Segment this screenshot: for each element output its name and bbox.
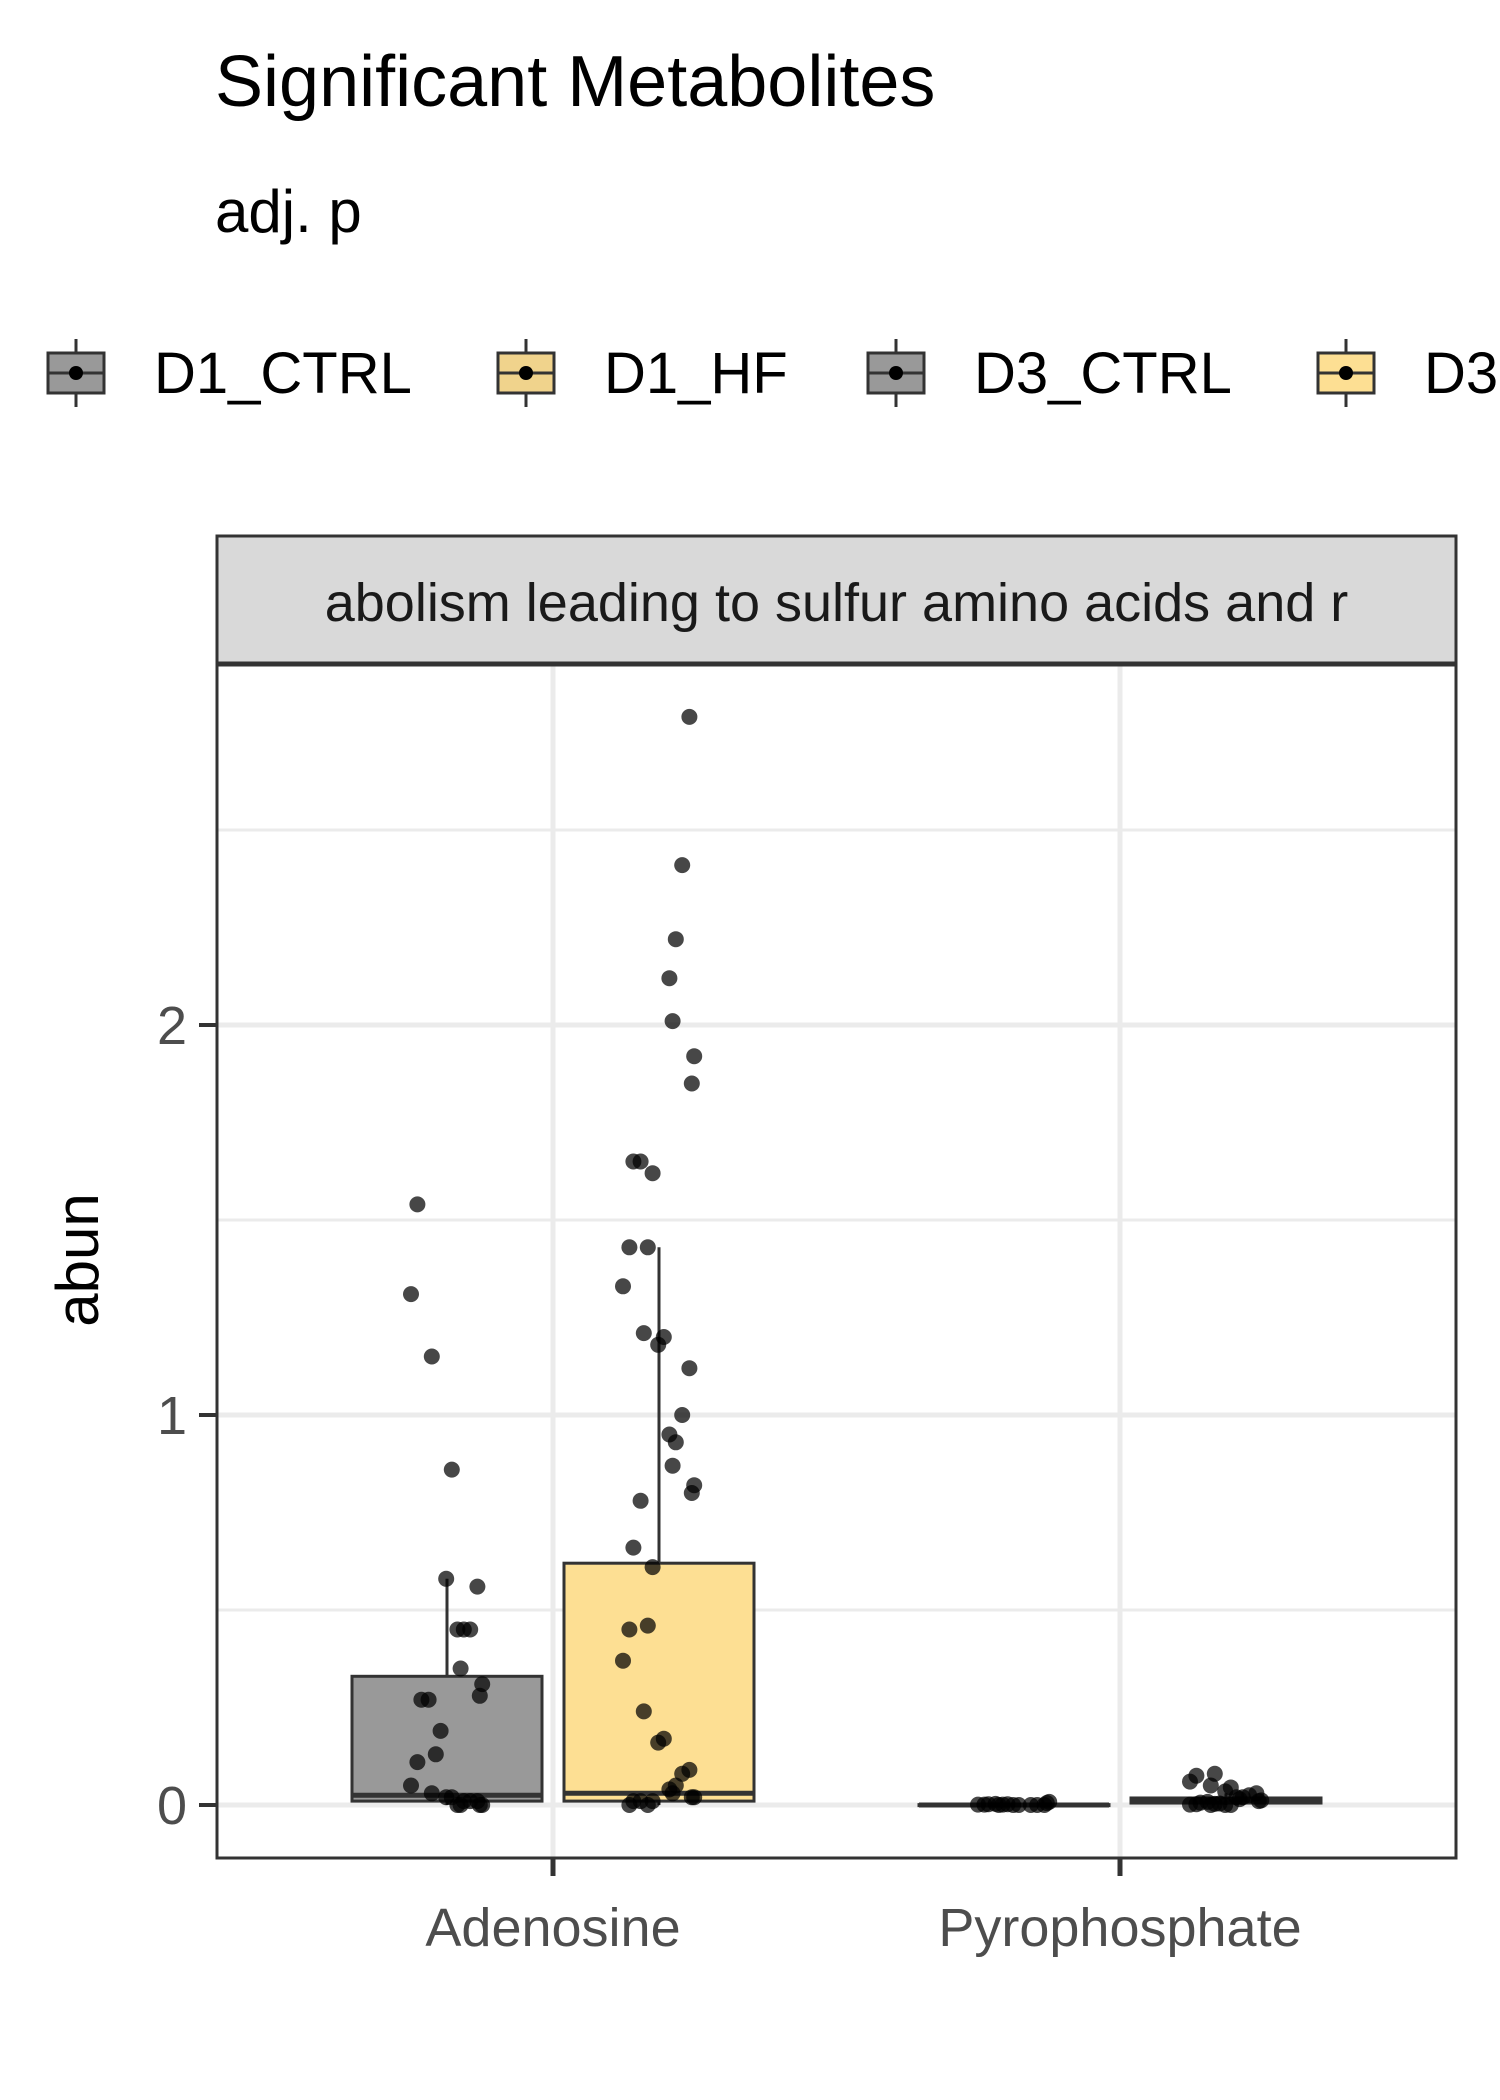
legend-point: [69, 366, 83, 380]
data-point: [423, 1785, 440, 1802]
data-point: [409, 1754, 426, 1771]
data-point: [413, 1691, 430, 1708]
data-point: [615, 1278, 631, 1295]
data-point: [432, 1722, 449, 1739]
data-point: [625, 1539, 642, 1556]
data-point: [674, 857, 691, 874]
gridlines: [217, 664, 1456, 1858]
legend-label: D3: [1424, 341, 1498, 406]
y-axis: 0 1 2: [157, 996, 217, 1836]
legend-point: [1339, 366, 1353, 380]
data-point: [664, 1013, 681, 1030]
data-point: [1005, 1797, 1022, 1813]
data-point: [639, 1239, 656, 1256]
data-point: [661, 970, 678, 987]
data-point: [1202, 1777, 1219, 1794]
data-point: [471, 1687, 488, 1704]
data-point: [686, 1048, 703, 1065]
box-adenosine-d1_ctrl: [350, 1196, 544, 1813]
data-point: [449, 1621, 466, 1638]
y-tick-label: 1: [157, 1386, 187, 1446]
y-axis-title: abun: [44, 1193, 111, 1326]
data-point: [683, 1485, 700, 1501]
data-point: [683, 1075, 700, 1092]
legend-item-d1_hf: D1_HF: [496, 339, 788, 407]
data-point: [667, 931, 684, 948]
legend-item-d3: D3: [1316, 339, 1498, 407]
data-point: [621, 1797, 638, 1813]
data-point: [681, 708, 698, 725]
data-point: [650, 1734, 667, 1751]
x-axis: Adenosine Pyrophosphate: [425, 1858, 1302, 1958]
data-point: [632, 1492, 649, 1509]
data-point: [443, 1461, 460, 1478]
data-point: [423, 1348, 440, 1365]
y-tick-label: 0: [157, 1776, 187, 1836]
legend-item-d3_ctrl: D3_CTRL: [866, 339, 1232, 407]
data-point: [664, 1457, 681, 1474]
data-point: [471, 1797, 488, 1813]
plot-panel: abolism leading to sulfur amino acids an…: [215, 534, 1458, 1860]
data-point: [681, 1360, 698, 1377]
box-pyrophosphate-d1_ctrl: [917, 1793, 1111, 1813]
legend-item-d1_ctrl: D1_CTRL: [46, 339, 412, 407]
data-point: [625, 1153, 642, 1170]
data-point: [644, 1165, 661, 1182]
data-point: [1217, 1797, 1234, 1813]
x-tick-label: Adenosine: [425, 1898, 680, 1958]
data-point: [1202, 1797, 1219, 1813]
box-adenosine-d1_hf: [562, 708, 756, 1813]
data-point: [639, 1617, 656, 1634]
chart-subtitle: adj. p: [215, 178, 362, 245]
box-marks: [350, 708, 1323, 1813]
legend-label: D1_HF: [604, 341, 788, 406]
x-tick-label: Pyrophosphate: [938, 1898, 1301, 1958]
data-point: [1022, 1797, 1039, 1813]
data-point: [635, 1703, 652, 1720]
legend: D1_CTRL D1_HF D3_CTRL D3: [46, 339, 1498, 407]
data-point: [970, 1796, 986, 1813]
y-tick-label: 2: [157, 996, 187, 1056]
data-point: [674, 1407, 691, 1423]
legend-label: D3_CTRL: [974, 341, 1232, 406]
data-point: [664, 1785, 681, 1802]
facet-strip: [215, 534, 1458, 666]
legend-point: [519, 366, 533, 380]
data-point: [683, 1789, 700, 1806]
data-point: [621, 1621, 638, 1638]
data-point: [409, 1196, 426, 1213]
data-point: [1182, 1773, 1198, 1790]
data-point: [403, 1777, 419, 1794]
data-point: [452, 1660, 469, 1677]
data-point: [644, 1559, 661, 1576]
box-body: [562, 1561, 756, 1803]
data-point: [1250, 1793, 1267, 1810]
data-point: [650, 1336, 667, 1353]
legend-point: [889, 366, 903, 380]
data-point: [1182, 1796, 1198, 1813]
data-point: [452, 1797, 469, 1813]
data-point: [427, 1746, 444, 1763]
data-point: [661, 1426, 678, 1443]
data-point: [635, 1325, 652, 1342]
box-body: [350, 1674, 544, 1803]
legend-label: D1_CTRL: [154, 341, 412, 406]
box-pyrophosphate-d1_hf: [1129, 1765, 1323, 1813]
data-point: [674, 1765, 691, 1782]
data-point: [639, 1797, 656, 1813]
data-point: [438, 1789, 455, 1806]
data-point: [438, 1570, 455, 1587]
data-point: [615, 1652, 631, 1669]
data-point: [469, 1578, 486, 1595]
facet-strip-label: abolism leading to sulfur amino acids an…: [325, 573, 1349, 633]
chart-title: Significant Metabolites: [215, 42, 935, 122]
data-point: [621, 1239, 638, 1256]
data-point: [990, 1797, 1007, 1813]
data-point: [403, 1286, 419, 1303]
